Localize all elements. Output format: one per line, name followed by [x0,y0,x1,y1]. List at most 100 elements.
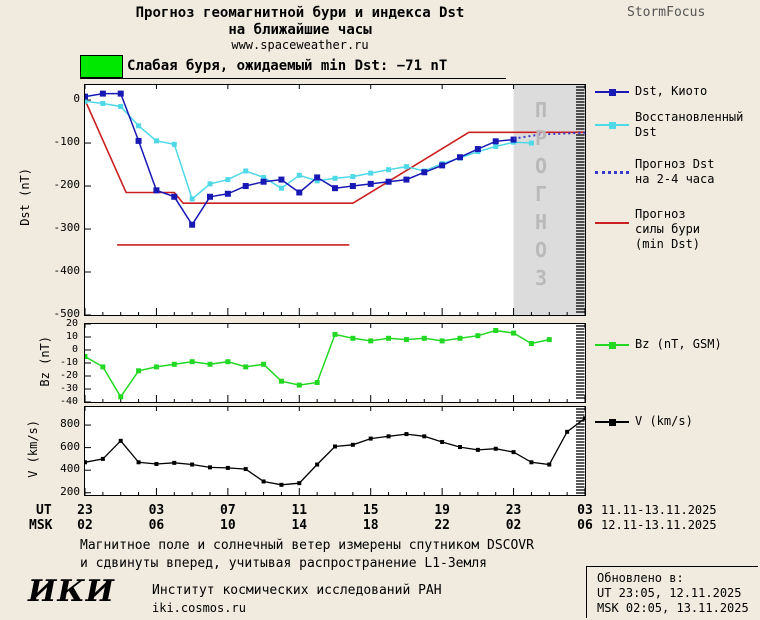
marker-V (km/s) [85,460,87,465]
y-tick-label: -20 [59,369,78,381]
marker-V (km/s) [583,416,585,421]
y-tick-label: 0 [71,343,78,355]
marker-Bz (nT, GSM) [386,335,392,341]
marker-Dst, Киото [367,180,374,187]
marker-V (km/s) [440,439,445,444]
y-tick-label: 20 [65,317,78,329]
institute-name: Институт космических исследований РАН [152,583,442,598]
marker-V (km/s) [225,465,230,470]
ut-tick-label: 03 [148,503,165,518]
marker-Dst, Киото [207,193,213,200]
storm-level-swatch [80,55,123,78]
update-ut: UT 23:05, 12.11.2025 [597,586,742,600]
series-Прогноз силы бури [85,99,585,204]
legend-swatch-restored [595,121,629,129]
marker-V (km/s) [190,462,195,467]
iki-logo: ИКИ [28,574,115,609]
y-tick-label: 400 [60,462,80,476]
dst-chart-panel [84,84,586,316]
marker-V (km/s) [458,445,462,450]
legend-label-forecast-dst: Прогноз Dst на 2-4 часа [635,157,715,186]
dst-chart [85,85,585,315]
marker-V (km/s) [565,429,570,434]
marker-V (km/s) [136,460,141,465]
y-tick-label: 800 [60,417,80,431]
marker-V (km/s) [511,450,516,455]
marker-Bz (nT, GSM) [475,333,481,339]
marker-Bz (nT, GSM) [296,382,302,388]
site-url: www.spaceweather.ru [231,38,369,52]
marker-V (km/s) [243,467,248,472]
marker-Bz (nT, GSM) [403,337,409,343]
legend-label-restored: Восстановленный Dst [635,110,744,139]
marker-V (km/s) [422,434,427,439]
marker-V (km/s) [333,444,337,449]
marker-Bz (nT, GSM) [85,354,88,359]
marker-Dst, Киото [242,183,249,190]
update-msk: MSK 02:05, 13.11.2025 [597,601,749,615]
y-tick-label: 10 [65,330,78,342]
marker-Dst, Киото [85,93,88,100]
marker-Восстановленный Dst [332,175,338,181]
marker-V (km/s) [297,481,302,486]
marker-V (km/s) [350,442,355,447]
ut-tick-label: 11 [291,503,308,518]
y-tick-label: 0 [73,92,80,106]
marker-Bz (nT, GSM) [118,394,124,400]
y-tick-label: -300 [53,221,81,235]
y-tick-label: -200 [53,178,81,192]
marker-Dst, Киото [278,176,285,183]
ut-tick-label: 19 [434,503,450,518]
marker-Dst, Киото [332,185,338,192]
marker-Bz (nT, GSM) [493,328,499,333]
v-chart-panel [84,406,586,496]
marker-Bz (nT, GSM) [100,364,106,370]
marker-Dst, Киото [260,178,267,185]
ut-tick-label: 15 [362,503,379,518]
marker-Восстановленный Dst [296,172,302,178]
marker-Bz (nT, GSM) [153,364,159,370]
marker-Dst, Киото [510,136,517,143]
legend-marker-v [609,418,616,426]
marker-Восстановленный Dst [189,196,195,202]
v-chart [85,407,585,495]
page-title-line2: на ближайшие часы [228,22,372,38]
update-heading: Обновлено в: [597,571,684,585]
marker-V (km/s) [404,432,409,437]
series-Dst, Киото [85,92,514,227]
marker-Восстановленный Dst [368,170,374,176]
marker-Dst, Киото [135,137,142,144]
forecast-band [513,85,585,315]
y-tick-label: -500 [53,307,81,321]
marker-V (km/s) [493,446,498,451]
legend-label-forecast-storm: Прогноз силы бури (min Dst) [635,207,701,251]
marker-Bz (nT, GSM) [207,361,213,367]
marker-V (km/s) [368,436,373,441]
marker-Восстановленный Dst [118,103,124,109]
ut-tick-label: 03 [577,503,593,518]
marker-Dst, Киото [457,154,463,161]
marker-Bz (nT, GSM) [457,335,463,341]
marker-Восстановленный Dst [493,143,499,149]
marker-Dst, Киото [99,90,106,97]
footer-note-line1: Магнитное поле и солнечный ветер измерен… [80,538,534,553]
marker-Восстановленный Dst [386,167,392,173]
marker-V (km/s) [475,447,480,452]
marker-Восстановленный Dst [100,100,106,106]
marker-Dst, Киото [314,174,321,181]
marker-Dst, Киото [385,178,392,185]
marker-Bz (nT, GSM) [243,364,249,370]
marker-Восстановленный Dst [350,174,356,180]
msk-tick-label: 22 [434,518,450,533]
marker-V (km/s) [315,462,320,467]
marker-Bz (nT, GSM) [171,361,177,367]
marker-Восстановленный Dst [278,185,284,191]
marker-Dst, Киото [117,90,124,97]
marker-Восстановленный Dst [314,178,320,184]
marker-Bz (nT, GSM) [332,331,338,337]
marker-Восстановленный Dst [243,168,249,174]
legend-marker-bz [609,341,616,349]
ut-row-label: UT [36,503,52,518]
marker-Bz (nT, GSM) [278,378,284,384]
marker-Bz (nT, GSM) [421,335,427,341]
